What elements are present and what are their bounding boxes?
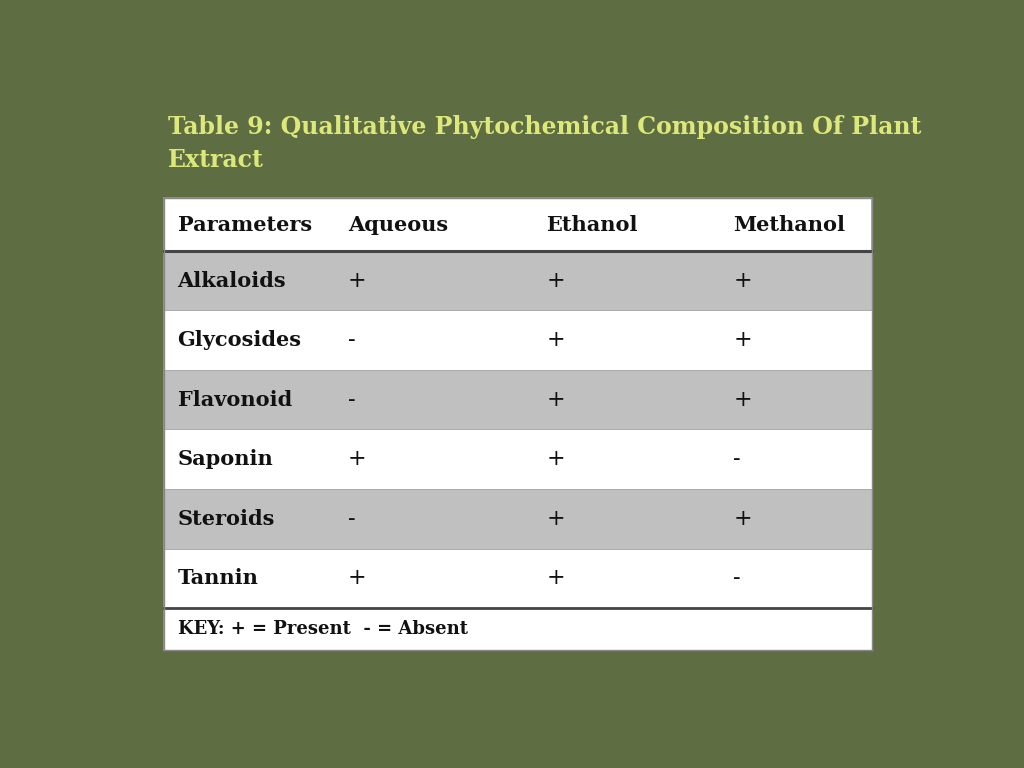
Text: +: + <box>348 270 367 292</box>
Text: Flavonoid: Flavonoid <box>177 389 292 409</box>
FancyBboxPatch shape <box>165 370 872 429</box>
Text: -: - <box>733 568 741 589</box>
Text: Extract: Extract <box>168 147 264 171</box>
FancyBboxPatch shape <box>165 548 872 608</box>
Text: +: + <box>547 329 565 351</box>
FancyBboxPatch shape <box>165 251 872 310</box>
Text: Saponin: Saponin <box>177 449 273 469</box>
Text: +: + <box>348 449 367 470</box>
FancyBboxPatch shape <box>165 608 872 650</box>
Text: +: + <box>547 508 565 530</box>
FancyBboxPatch shape <box>165 489 872 548</box>
FancyBboxPatch shape <box>165 198 872 650</box>
Text: +: + <box>733 329 752 351</box>
Text: +: + <box>547 270 565 292</box>
Text: Parameters: Parameters <box>177 214 311 234</box>
FancyBboxPatch shape <box>165 429 872 489</box>
Text: Steroids: Steroids <box>177 508 275 528</box>
Text: +: + <box>547 449 565 470</box>
Text: Ethanol: Ethanol <box>547 214 638 234</box>
Text: +: + <box>733 389 752 411</box>
Text: Tannin: Tannin <box>177 568 258 588</box>
Text: +: + <box>733 508 752 530</box>
Text: -: - <box>348 329 355 351</box>
FancyBboxPatch shape <box>165 310 872 370</box>
Text: -: - <box>348 389 355 411</box>
Text: Alkaloids: Alkaloids <box>177 270 287 290</box>
Text: Table 9: Qualitative Phytochemical Composition Of Plant: Table 9: Qualitative Phytochemical Compo… <box>168 115 922 139</box>
Text: +: + <box>547 568 565 589</box>
Text: Methanol: Methanol <box>733 214 845 234</box>
Text: +: + <box>547 389 565 411</box>
Text: -: - <box>733 449 741 470</box>
Text: Aqueous: Aqueous <box>348 214 449 234</box>
Text: -: - <box>348 508 355 530</box>
Text: Glycosides: Glycosides <box>177 330 302 350</box>
Text: +: + <box>348 568 367 589</box>
Text: KEY: + = Present  - = Absent: KEY: + = Present - = Absent <box>177 621 468 638</box>
Text: +: + <box>733 270 752 292</box>
